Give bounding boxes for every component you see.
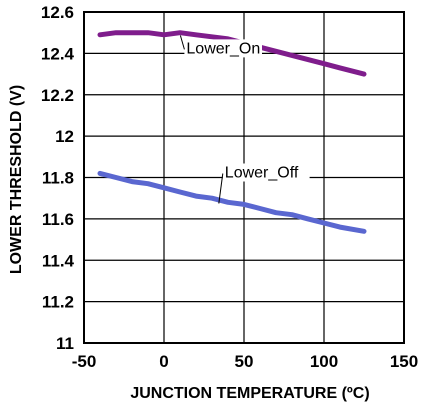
y-tick-label: 11.6 <box>42 210 74 229</box>
x-tick-label: 0 <box>159 352 168 371</box>
annotations: Lower_On Lower_Off <box>179 35 310 204</box>
x-axis-title: JUNCTION TEMPERATURE (ºC) <box>130 385 369 402</box>
grid <box>84 12 404 343</box>
y-tick-label: 12.2 <box>41 86 74 105</box>
x-tick-label: 150 <box>390 352 418 371</box>
annotation-label: Lower_On <box>186 40 260 57</box>
y-tick-label: 12.4 <box>41 44 75 63</box>
annotation-label: Lower_Off <box>225 165 299 182</box>
annotation-leader <box>179 35 185 50</box>
x-tick-labels: -50 0 50 100 150 <box>72 352 418 371</box>
y-axis-title: LOWER THRESHOLD (V) <box>8 85 25 274</box>
y-tick-label: 11.8 <box>42 169 74 188</box>
y-tick-labels: 11 11.2 11.4 11.6 11.8 12 12.2 12.4 12.6 <box>41 3 75 353</box>
y-tick-label: 11 <box>56 334 74 353</box>
y-tick-label: 11.4 <box>42 251 75 270</box>
series-line-lower-on <box>97 30 367 77</box>
plot-frame <box>83 11 405 344</box>
x-tick-label: -50 <box>72 352 97 371</box>
annotation-bg <box>222 163 310 182</box>
annotation-leader <box>218 173 224 204</box>
y-tick-label: 12 <box>55 127 74 146</box>
annotation-bg <box>184 39 262 58</box>
series-line-lower-off <box>97 170 367 234</box>
x-tick-label: 100 <box>310 352 338 371</box>
y-tick-label: 12.6 <box>41 3 74 22</box>
series-lines <box>97 30 367 234</box>
y-tick-label: 11.2 <box>42 293 74 312</box>
x-tick-label: 50 <box>235 352 254 371</box>
